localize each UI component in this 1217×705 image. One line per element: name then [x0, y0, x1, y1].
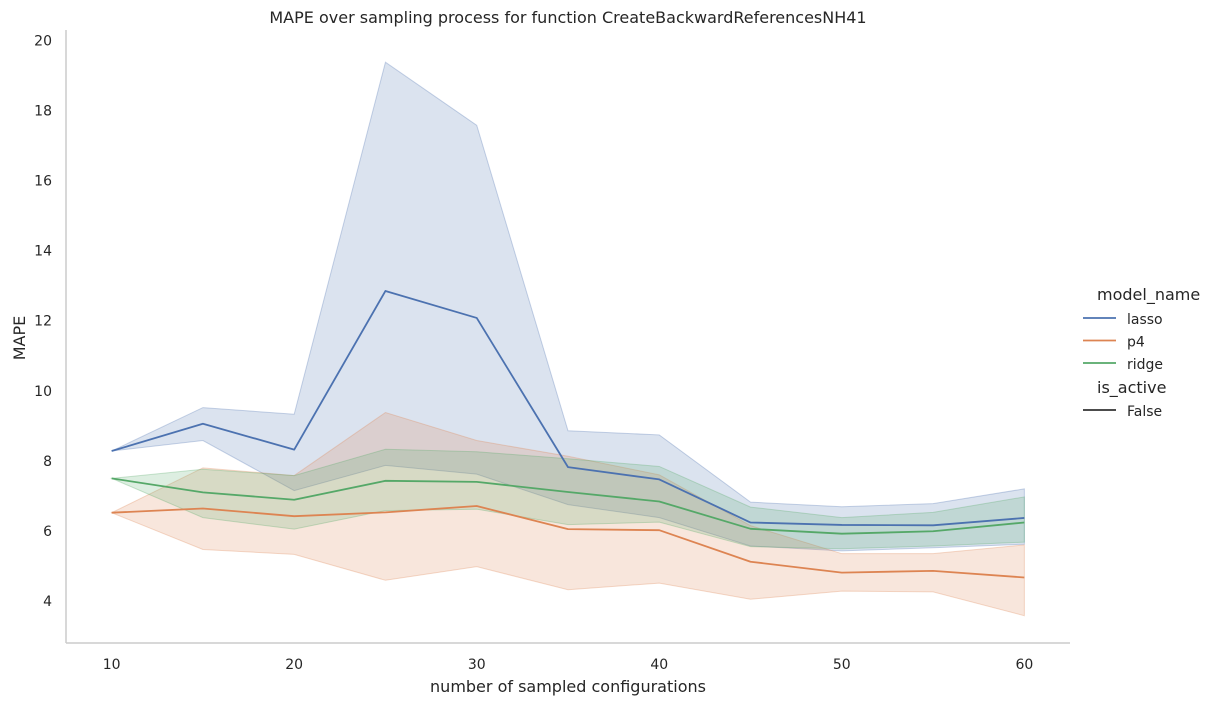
x-axis-label: number of sampled configurations: [430, 677, 706, 696]
chart-title: MAPE over sampling process for function …: [269, 8, 866, 27]
y-tick-label: 16: [34, 174, 52, 190]
legend-style-title: is_active: [1097, 378, 1166, 398]
x-tick-label: 50: [833, 657, 851, 673]
x-tick-label: 40: [650, 657, 668, 673]
y-tick-label: 14: [34, 244, 52, 260]
legend-label-p4: p4: [1127, 335, 1145, 351]
x-tick-label: 20: [285, 657, 303, 673]
y-tick-label: 18: [34, 104, 52, 120]
legend-style-label: False: [1127, 404, 1162, 420]
y-tick-label: 20: [34, 34, 52, 50]
x-tick-label: 10: [103, 657, 121, 673]
x-tick-label: 60: [1015, 657, 1033, 673]
y-tick-label: 12: [34, 314, 52, 330]
x-tick-label: 30: [468, 657, 486, 673]
y-tick-label: 8: [43, 454, 52, 470]
y-tick-label: 4: [43, 594, 52, 610]
y-tick-labels: 4 6 8 10 12 14 16 18 20: [34, 34, 52, 610]
legend-entries: lasso p4 ridge: [1083, 312, 1163, 373]
y-tick-label: 6: [43, 524, 52, 540]
y-axis-label: MAPE: [10, 316, 29, 361]
legend-title: model_name: [1097, 285, 1200, 305]
x-tick-labels: 10 20 30 40 50 60: [103, 657, 1034, 673]
legend-label-lasso: lasso: [1127, 312, 1163, 328]
legend: model_name lasso p4 ridge is_active False: [1083, 285, 1200, 420]
y-tick-label: 10: [34, 384, 52, 400]
legend-label-ridge: ridge: [1127, 357, 1163, 373]
